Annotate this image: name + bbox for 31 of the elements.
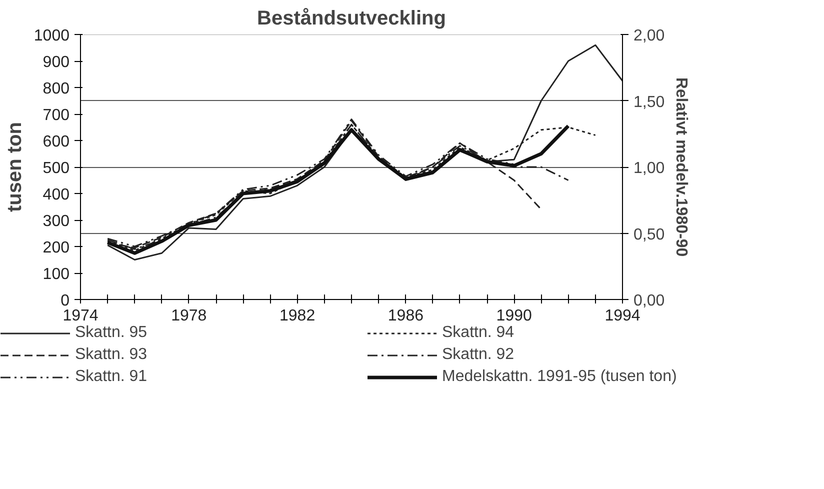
y2-tick-label: 1,00 [634, 160, 665, 177]
y2-tick-label: 1,50 [634, 94, 665, 111]
y-tick-label: 400 [42, 186, 70, 204]
legend-label: Medelskattn. 1991-95 (tusen ton) [442, 368, 678, 386]
chart-title: Beståndsutveckling [257, 8, 446, 30]
y-tick-label: 500 [42, 160, 70, 177]
y-tick-label: 900 [42, 54, 70, 71]
y2-axis-title: Relativt medelv.1980-90 [672, 77, 690, 257]
legend-label: Skattn. 95 [75, 324, 148, 342]
y-tick-label: 1000 [34, 28, 70, 44]
legend-label: Skattn. 94 [442, 324, 516, 342]
y2-tick-label: 2,00 [634, 28, 665, 44]
y-tick-label: 100 [42, 266, 70, 283]
x-tick-label: 1994 [604, 308, 640, 324]
x-tick-label: 1982 [280, 308, 316, 324]
x-tick-label: 1978 [171, 308, 207, 324]
y-tick-label: 300 [42, 213, 70, 230]
legend-label: Skattn. 93 [75, 346, 148, 364]
x-tick-label: 1974 [62, 308, 98, 324]
legend-label: Skattn. 91 [75, 368, 148, 386]
legend-label: Skattn. 92 [442, 346, 516, 364]
y2-tick-label: 0,50 [634, 226, 665, 244]
x-tick-label: 1986 [388, 308, 424, 324]
y-tick-label: 0 [60, 292, 70, 310]
y-tick-label: 700 [42, 107, 70, 124]
x-tick-label: 1990 [496, 308, 532, 324]
y-tick-label: 800 [42, 80, 70, 98]
y-tick-label: 200 [42, 240, 70, 256]
y-axis-title: tusen ton [4, 122, 26, 212]
y-tick-label: 600 [42, 134, 70, 150]
y2-tick-label: 0,00 [634, 292, 665, 310]
